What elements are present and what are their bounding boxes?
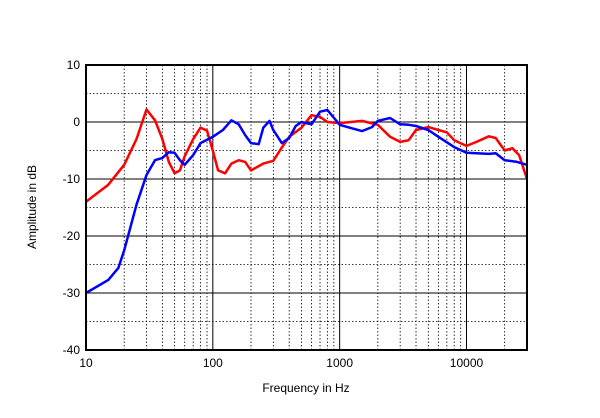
x-tick-label: 100 (203, 356, 223, 370)
x-tick-labels: 10 100 1000 10000 (79, 356, 483, 370)
y-tick-label: 0 (73, 115, 80, 129)
y-tick-labels: 10 0 -10 -20 -30 -40 (63, 58, 81, 357)
y-tick-label: -40 (63, 343, 81, 357)
series-line-red (85, 108, 529, 203)
series-line-blue (85, 108, 528, 295)
y-tick-label: -10 (63, 172, 81, 186)
y-tick-label: -20 (63, 229, 81, 243)
x-tick-label: 1000 (326, 356, 353, 370)
y-axis-label: Amplitude in dB (25, 165, 39, 249)
y-tick-label: -30 (63, 286, 81, 300)
plot-frame (85, 64, 528, 351)
series-lines (85, 108, 529, 295)
x-axis-label: Frequency in Hz (262, 381, 349, 395)
grid (85, 64, 528, 351)
y-tick-label: 10 (67, 58, 81, 72)
x-tick-label: 10 (79, 356, 93, 370)
x-tick-label: 10000 (450, 356, 484, 370)
